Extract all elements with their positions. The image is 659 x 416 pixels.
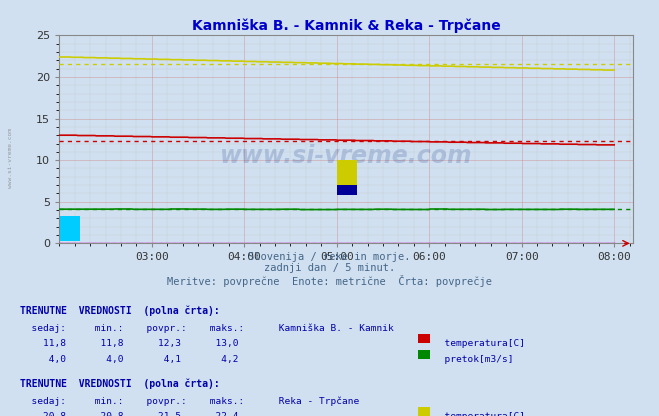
Text: 11,8      11,8      12,3      13,0: 11,8 11,8 12,3 13,0 (20, 339, 239, 348)
Text: pretok[m3/s]: pretok[m3/s] (433, 355, 513, 364)
Text: temperatura[C]: temperatura[C] (433, 412, 525, 416)
Text: sedaj:     min.:    povpr.:    maks.:      Reka - Trpčane: sedaj: min.: povpr.: maks.: Reka - Trpča… (20, 396, 359, 406)
Text: temperatura[C]: temperatura[C] (433, 339, 525, 348)
Bar (337, 160, 357, 185)
Text: Meritve: povprečne  Enote: metrične  Črta: povprečje: Meritve: povprečne Enote: metrične Črta:… (167, 275, 492, 287)
Text: 4,0       4,0       4,1       4,2: 4,0 4,0 4,1 4,2 (20, 355, 239, 364)
Text: TRENUTNE  VREDNOSTI  (polna črta):: TRENUTNE VREDNOSTI (polna črta): (20, 306, 219, 316)
Text: zadnji dan / 5 minut.: zadnji dan / 5 minut. (264, 263, 395, 273)
Bar (337, 185, 357, 195)
Text: sedaj:     min.:    povpr.:    maks.:      Kamniška B. - Kamnik: sedaj: min.: povpr.: maks.: Kamniška B. … (20, 323, 393, 333)
Bar (60, 216, 80, 241)
Text: www.si-vreme.com: www.si-vreme.com (8, 128, 13, 188)
Title: Kamniška B. - Kamnik & Reka - Trpčane: Kamniška B. - Kamnik & Reka - Trpčane (192, 18, 500, 33)
Text: www.si-vreme.com: www.si-vreme.com (219, 144, 473, 168)
Text: 20,8      20,8      21,5      22,4: 20,8 20,8 21,5 22,4 (20, 412, 239, 416)
Text: Slovenija / reke in morje.: Slovenija / reke in morje. (248, 252, 411, 262)
Text: TRENUTNE  VREDNOSTI  (polna črta):: TRENUTNE VREDNOSTI (polna črta): (20, 379, 219, 389)
